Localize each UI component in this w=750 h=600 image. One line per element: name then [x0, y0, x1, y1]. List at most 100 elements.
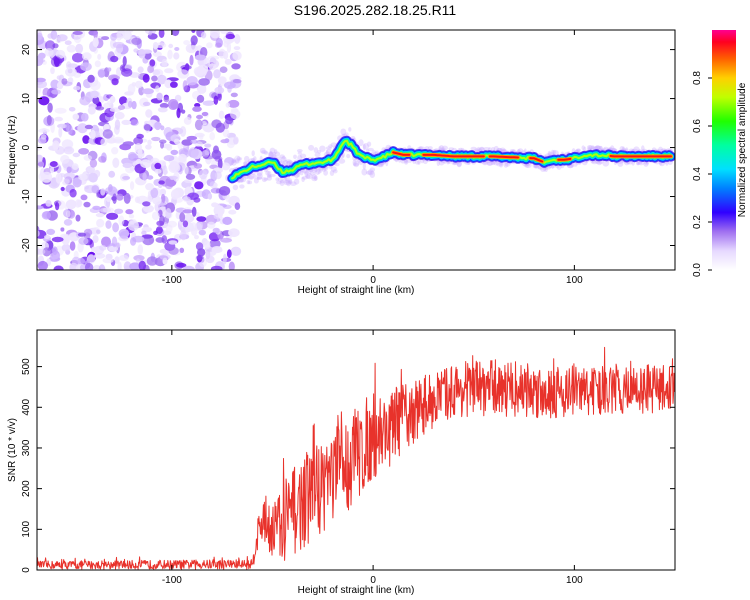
ridge-peak — [488, 155, 519, 159]
noise-blob — [65, 122, 70, 132]
noise-blob — [163, 165, 168, 176]
ridge-halo — [301, 176, 305, 182]
ridge-halo — [330, 166, 337, 172]
noise-blob — [83, 155, 93, 161]
ridge-halo — [503, 161, 509, 168]
noise-blob — [222, 129, 230, 138]
ridge-halo — [315, 168, 320, 175]
noise-blob — [115, 32, 123, 41]
ridge-halo — [314, 175, 318, 181]
noise-blob — [221, 162, 231, 171]
ridge-halo — [572, 162, 578, 167]
ridge-halo — [369, 171, 376, 178]
noise-region — [37, 30, 242, 270]
noise-blob — [98, 264, 106, 270]
noise-blob — [220, 237, 232, 243]
noise-blob — [142, 73, 150, 83]
noise-blob — [133, 136, 144, 145]
ridge-halo — [266, 175, 272, 181]
noise-blob — [53, 265, 64, 270]
noise-blob — [124, 91, 134, 96]
noise-blob — [87, 74, 95, 83]
noise-blob — [151, 211, 160, 221]
noise-blob — [210, 265, 223, 270]
ridge-halo — [470, 146, 477, 151]
ridge-halo — [544, 166, 548, 172]
colorbar-tick-label: 0.4 — [692, 167, 703, 181]
noise-blob — [60, 154, 70, 164]
noise-blob — [143, 204, 154, 213]
noise-blob — [150, 187, 159, 198]
ridge-halo — [314, 152, 321, 157]
noise-blob — [37, 161, 45, 167]
noise-blob — [122, 30, 132, 41]
noise-blob — [143, 124, 152, 131]
ridge-halo — [439, 145, 444, 152]
noise-blob — [173, 52, 180, 60]
figure-title: S196.2025.282.18.25.R11 — [293, 2, 457, 18]
noise-blob — [92, 205, 101, 210]
noise-blob — [46, 115, 52, 126]
noise-blob — [38, 96, 50, 106]
ridge-halo — [231, 159, 237, 166]
noise-blob — [89, 239, 94, 249]
ridge-halo — [436, 159, 440, 166]
noise-blob — [41, 171, 53, 183]
ridge-halo — [311, 176, 318, 182]
noise-blob — [117, 261, 122, 270]
ridge-halo — [415, 160, 420, 165]
noise-blob — [60, 227, 65, 232]
ridge-halo — [362, 162, 366, 170]
noise-blob — [138, 260, 146, 270]
ridge-halo — [553, 150, 559, 156]
noise-blob — [191, 30, 196, 33]
noise-blob — [165, 182, 173, 190]
ridge-halo — [272, 152, 276, 156]
noise-blob — [204, 148, 210, 156]
noise-blob — [117, 51, 122, 60]
ridge-halo — [588, 145, 595, 149]
noise-blob — [230, 109, 241, 120]
ridge-halo — [283, 177, 288, 182]
ridge-halo — [285, 159, 292, 164]
noise-blob — [194, 119, 203, 131]
snr-ticks: -100 0 100 0 100 200 300 400 500 — [21, 330, 675, 586]
noise-blob — [49, 165, 55, 174]
noise-blob — [114, 111, 125, 120]
ridge-halo — [267, 170, 272, 177]
noise-blob — [111, 147, 119, 155]
ridge-halo — [476, 146, 481, 152]
noise-blob — [225, 117, 234, 125]
noise-blob — [159, 215, 165, 226]
noise-blob — [160, 125, 165, 131]
noise-blob — [67, 77, 74, 83]
ridge-halo — [234, 158, 240, 164]
noise-blob — [176, 262, 187, 268]
ridge-halo — [319, 145, 326, 152]
noise-blob — [154, 162, 162, 170]
noise-blob — [92, 37, 99, 48]
noise-blob — [215, 171, 222, 180]
ridge-halo — [325, 146, 332, 150]
ridge-halo — [474, 148, 480, 152]
noise-blob — [92, 226, 101, 236]
noise-blob — [94, 60, 101, 68]
noise-blob — [218, 48, 226, 59]
ridge-halo — [256, 176, 263, 180]
noise-blob — [73, 85, 81, 91]
ridge-halo — [279, 154, 285, 158]
noise-blob — [198, 78, 210, 86]
noise-blob — [196, 94, 205, 103]
noise-blob — [207, 221, 216, 229]
noise-blob — [186, 76, 198, 86]
ridge-halo — [643, 161, 649, 167]
noise-blob — [76, 199, 83, 208]
noise-blob — [194, 66, 207, 78]
noise-blob — [163, 96, 170, 103]
noise-blob — [231, 63, 241, 70]
noise-blob — [134, 80, 143, 89]
noise-blob — [157, 107, 168, 113]
spectrogram-frame — [36, 29, 676, 271]
noise-blob — [157, 74, 167, 85]
noise-blob — [37, 205, 44, 210]
